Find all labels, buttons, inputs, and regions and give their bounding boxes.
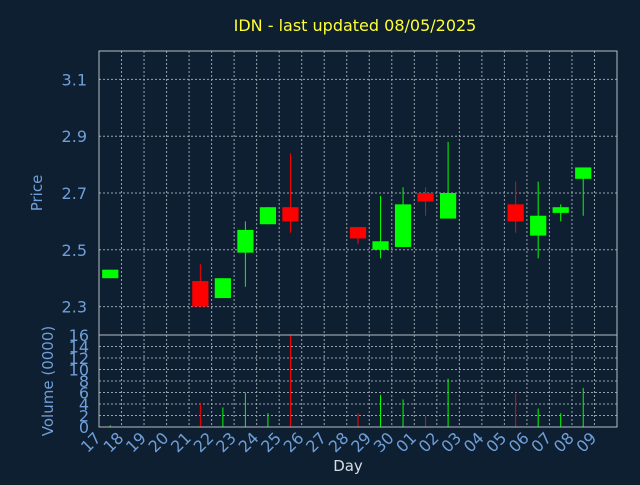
candle-25 [282, 153, 299, 233]
volume-panel-frame [98, 334, 618, 428]
price-tick-label: 2.7 [62, 184, 87, 203]
candle-22 [214, 278, 231, 299]
volume-bars [109, 335, 584, 427]
volume-tick-label: 10 [69, 361, 89, 380]
price-tick-label: 3.1 [62, 70, 87, 89]
price-gridlines [99, 51, 617, 335]
candle-02 [439, 141, 457, 219]
candle-23 [237, 221, 254, 287]
chart-title: IDN - last updated 08/05/2025 [234, 16, 477, 35]
price-tick-label: 2.3 [62, 298, 87, 317]
volume-tick-label: 8 [79, 372, 89, 391]
candle-body [394, 204, 412, 247]
candle-body [102, 269, 119, 279]
candle-body [237, 229, 254, 253]
candle-body [259, 207, 277, 225]
candle-body [417, 193, 434, 202]
volume-tick-label: 14 [69, 338, 89, 357]
candle-07 [552, 204, 569, 222]
candle-06 [530, 181, 547, 259]
volume-tick-label: 12 [69, 349, 89, 368]
candle-30 [394, 187, 412, 247]
day-axis-label: Day [333, 457, 363, 475]
candle-body [349, 227, 367, 239]
candle-body [282, 207, 299, 222]
volume-tick-label: 0 [79, 418, 89, 437]
volume-tick-label: 16 [69, 326, 89, 345]
candle-08 [575, 167, 592, 216]
volume-tick-label: 2 [79, 407, 89, 426]
volume-tick-label: 4 [79, 395, 89, 414]
candle-28 [349, 227, 367, 245]
candle-body [214, 278, 231, 299]
candle-body [530, 215, 547, 236]
candle-21 [192, 264, 209, 307]
candle-29 [372, 195, 389, 259]
candle-body [439, 193, 457, 219]
volume-axis-label: Volume (0000) [39, 326, 57, 436]
price-y-ticks: 2.3 2.5 2.7 2.9 3.1 [62, 70, 87, 316]
price-candles [102, 141, 592, 307]
day-tick-label: 09 [572, 428, 600, 456]
candle-body [372, 241, 389, 250]
price-tick-label: 2.5 [62, 241, 87, 260]
day-x-ticks: 1718192021222324252627282930010203040506… [77, 428, 600, 456]
candle-body [552, 207, 569, 213]
candle-body [575, 167, 592, 179]
candle-01 [417, 187, 434, 216]
candle-24 [259, 207, 277, 225]
price-axis-label: Price [28, 175, 46, 212]
candle-05 [507, 181, 524, 233]
volume-gridlines [99, 335, 617, 427]
volume-tick-label: 6 [79, 384, 89, 403]
price-tick-label: 2.9 [62, 127, 87, 146]
candle-body [192, 281, 209, 307]
candle-body [507, 204, 524, 222]
candle-17 [102, 269, 119, 279]
